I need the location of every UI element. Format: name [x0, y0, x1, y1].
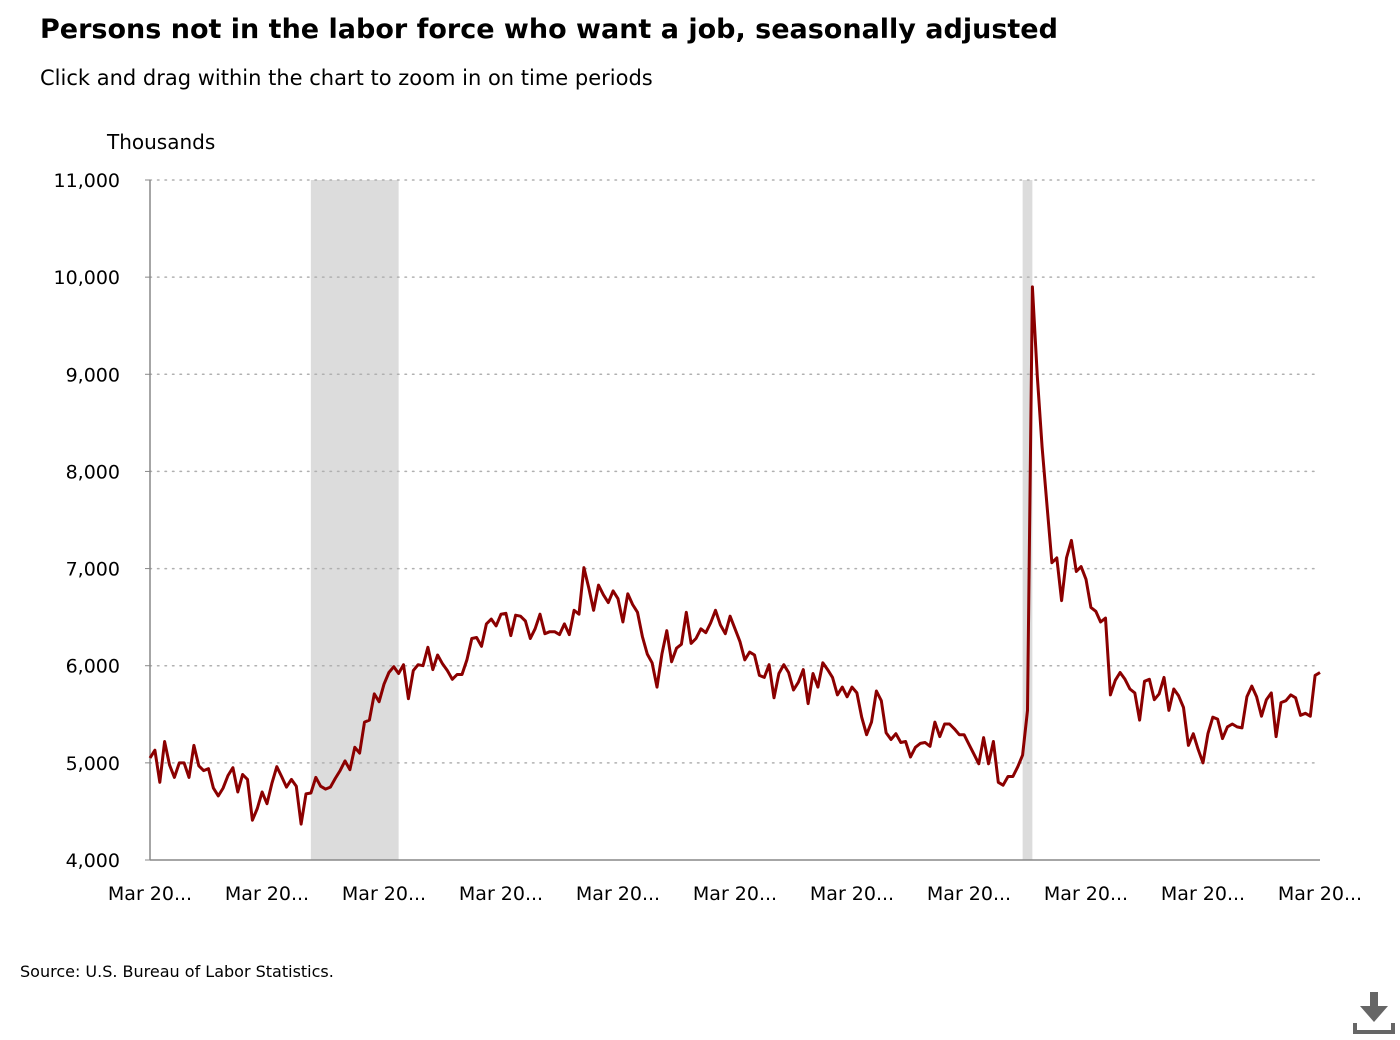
source-note: Source: U.S. Bureau of Labor Statistics.	[20, 962, 334, 981]
x-tick-label: Mar 20...	[225, 883, 309, 905]
download-icon	[1353, 992, 1395, 1034]
download-button[interactable]	[1352, 990, 1396, 1036]
y-tick-label: 6,000	[66, 656, 120, 678]
axes	[149, 180, 1320, 861]
y-axis-label: Thousands	[106, 130, 215, 154]
recession-band	[310, 180, 399, 860]
x-tick-label: Mar 20...	[108, 883, 192, 905]
y-tick-label: 8,000	[66, 461, 120, 483]
y-axis-ticks: 4,000 5,000 6,000 7,000 8,000 9,000 10,000 11,0…	[54, 170, 150, 872]
x-tick-label: Mar 20...	[459, 883, 543, 905]
series-group	[148, 285, 1321, 826]
y-tick-label: 11,000	[54, 170, 120, 192]
y-tick-label: 4,000	[66, 850, 120, 872]
x-tick-label: Mar 20...	[1161, 883, 1245, 905]
chart-subtitle: Click and drag within the chart to zoom …	[40, 66, 653, 90]
x-tick-label: Mar 20...	[576, 883, 660, 905]
chart-title: Persons not in the labor force who want …	[40, 14, 1058, 45]
y-tick-label: 9,000	[66, 364, 120, 386]
y-tick-label: 10,000	[54, 267, 120, 289]
gridlines	[149, 179, 1321, 764]
x-tick-label: Mar 20...	[693, 883, 777, 905]
recession-band	[1022, 180, 1033, 860]
recession-bands	[310, 180, 1033, 860]
x-tick-label: Mar 20...	[342, 883, 426, 905]
x-tick-label: Mar 20...	[1278, 883, 1362, 905]
y-tick-label: 7,000	[66, 559, 120, 581]
x-tick-label: Mar 20...	[1044, 883, 1128, 905]
x-axis-ticks: Mar 20... Mar 20... Mar 20... Mar 20... Mar …	[108, 883, 1362, 905]
x-tick-label: Mar 20...	[927, 883, 1011, 905]
series-line	[148, 285, 1321, 826]
y-tick-label: 5,000	[66, 753, 120, 775]
line-chart[interactable]: Thousands 4,000 5,000 6,000 7,000 8,000 9,000…	[0, 0, 1400, 940]
x-tick-label: Mar 20...	[810, 883, 894, 905]
